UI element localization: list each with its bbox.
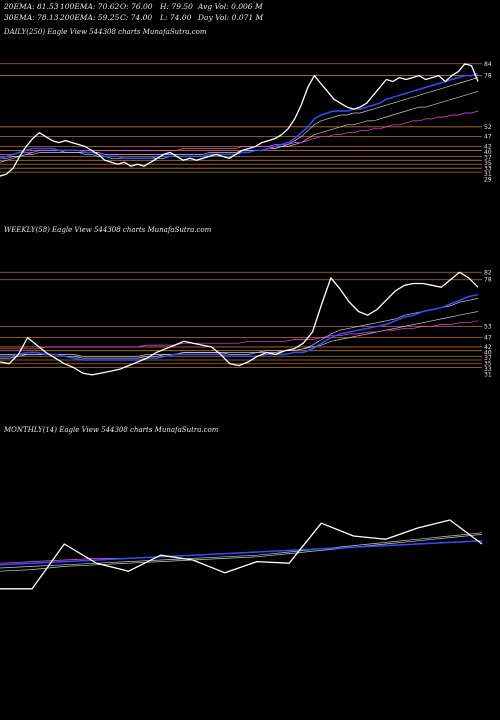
series-ema-pink (0, 320, 479, 350)
low-readout: L: 74.00 (160, 13, 192, 22)
monthly-chart-title: MONTHLY(14) Eagle View 544308 charts Mun… (4, 426, 219, 434)
tick-label-2: 53 (484, 323, 492, 330)
avg-vol-readout: Avg Vol: 0.006 M (198, 2, 263, 11)
tick-label-8: 33 (484, 366, 492, 373)
weekly-chart-title: WEEKLY(58) Eagle View 544308 charts Muna… (4, 226, 212, 234)
tick-label-6: 37 (484, 355, 492, 362)
tick-label-7: 35 (484, 160, 492, 167)
ema30-readout: 30EMA: 78.13 (4, 13, 59, 22)
series-ema-pink (0, 110, 479, 155)
daily-chart-title: DAILY(250) Eagle View 544308 charts Muna… (4, 28, 207, 36)
tick-label-6: 37 (484, 155, 492, 162)
tick-label-0: 82 (484, 269, 492, 276)
tick-label-5: 40 (484, 149, 492, 156)
series-ema-grey-1 (0, 77, 479, 163)
ema20-readout: 20EMA: 81.53 (4, 2, 59, 11)
series-ema-blue (0, 540, 483, 566)
tick-label-10: 29 (484, 177, 492, 184)
tick-label-3: 47 (484, 335, 492, 342)
series-ema-grey-2 (0, 90, 479, 159)
tick-label-2: 52 (484, 124, 492, 131)
ema100-readout: 100EMA: 70.62 (60, 2, 120, 11)
series-price (0, 519, 483, 590)
tick-label-1: 78 (484, 73, 492, 80)
series-ema-grey-1 (0, 298, 479, 359)
tick-label-4: 42 (484, 144, 492, 151)
tick-label-8: 33 (484, 166, 492, 173)
tick-label-1: 78 (484, 277, 492, 284)
monthly-chart (0, 519, 483, 590)
series-ema-grey-2 (0, 311, 479, 357)
tick-label-9: 31 (484, 371, 492, 378)
close-readout: C: 74.00 (120, 13, 153, 22)
series-price (0, 271, 479, 376)
series-ema-blue (0, 72, 479, 160)
tick-label-5: 40 (484, 349, 492, 356)
series-ema-blue (0, 293, 479, 361)
high-readout: H: 79.50 (160, 2, 193, 11)
open-readout: O: 76.00 (120, 2, 153, 11)
ema200-readout: 200EMA: 59.25 (60, 13, 120, 22)
tick-label-0: 84 (484, 61, 492, 68)
tick-label-3: 47 (484, 134, 492, 141)
tick-label-9: 31 (484, 171, 492, 178)
series-ema-grey-1 (0, 534, 483, 572)
tick-label-4: 42 (484, 344, 492, 351)
tick-label-7: 35 (484, 360, 492, 367)
series-ema-grey-2 (0, 532, 483, 569)
day-vol-readout: Day Vol: 0.071 M (198, 13, 264, 22)
series-price (0, 63, 479, 177)
